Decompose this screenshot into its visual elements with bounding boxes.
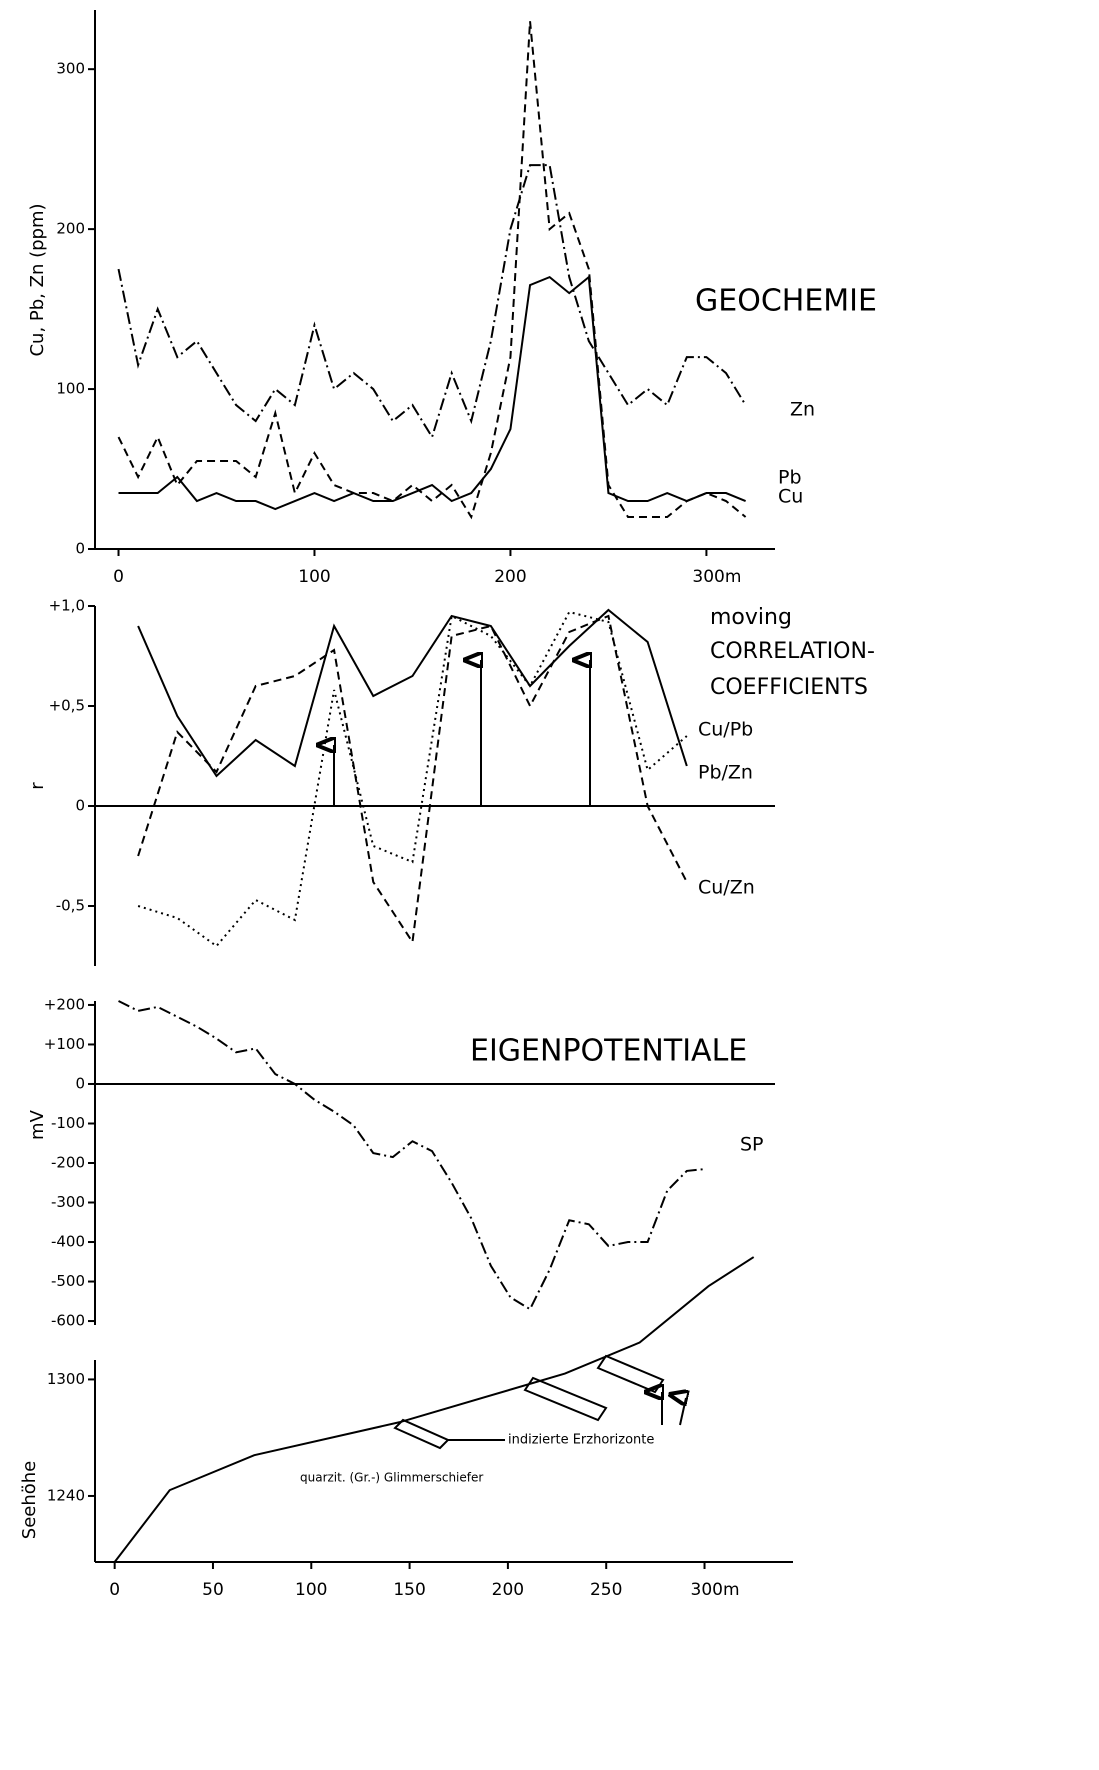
series-label: Pb/Zn [698, 762, 753, 784]
chart-title: GEOCHEMIE [695, 284, 877, 319]
series-label: SP [740, 1134, 764, 1156]
x-tick-label: 300m [692, 567, 741, 587]
series-label: Zn [790, 399, 815, 421]
data-line [117, 21, 747, 520]
y-tick-label: 0 [75, 540, 85, 558]
data-line [137, 608, 688, 778]
data-line [137, 614, 688, 945]
y-tick-label: -100 [51, 1114, 85, 1132]
y-tick-label: 100 [56, 380, 85, 398]
y-tick-label: +0,5 [49, 697, 85, 715]
x-tick-label: 200 [492, 1580, 524, 1600]
x-tick-label: 0 [113, 567, 124, 587]
y-axis-label: Cu, Pb, Zn (ppm) [27, 203, 48, 356]
chart-title: CORRELATION- [710, 639, 875, 664]
y-tick-label: -300 [51, 1193, 85, 1211]
x-tick-label: 100 [295, 1580, 327, 1600]
y-tick-label: 200 [56, 220, 85, 238]
y-tick-label: 0 [75, 1074, 85, 1092]
y-tick-label: 1240 [47, 1486, 85, 1504]
chart-title: EIGENPOTENTIALE [470, 1034, 747, 1069]
series-label: Pb [778, 467, 802, 489]
series-label: Cu/Zn [698, 877, 755, 899]
x-tick-label: 300m [691, 1580, 740, 1600]
series-label: Cu [778, 486, 803, 508]
x-tick-label: 100 [298, 567, 330, 587]
x-tick-label: 0 [109, 1580, 120, 1600]
data-line [117, 164, 747, 440]
data-line [137, 610, 688, 948]
chart-title: COEFFICIENTS [710, 675, 868, 700]
data-line [118, 275, 746, 511]
series-label: Cu/Pb [698, 719, 753, 741]
y-tick-label: +100 [44, 1035, 85, 1053]
y-axis-label: mV [27, 1109, 48, 1140]
y-tick-label: 300 [56, 60, 85, 78]
y-tick-label: +1,0 [49, 597, 85, 615]
annotation: indizierte Erzhorizonte [508, 1433, 654, 1448]
y-axis-label: Seehöhe [19, 1461, 40, 1539]
y-tick-label: -400 [51, 1233, 85, 1251]
y-tick-label: 0 [75, 797, 85, 815]
data-line [113, 1256, 755, 1563]
x-tick-label: 150 [393, 1580, 425, 1600]
x-tick-label: 250 [590, 1580, 622, 1600]
y-tick-label: +200 [44, 995, 85, 1013]
annotation: quarzit. (Gr.-) Glimmerschiefer [300, 1471, 483, 1485]
y-tick-label: -0,5 [56, 897, 85, 915]
y-tick-label: 1300 [47, 1370, 85, 1388]
chart-title: moving [710, 605, 792, 630]
y-axis-label: r [27, 782, 48, 790]
y-tick-label: -600 [51, 1312, 85, 1330]
x-tick-label: 200 [494, 567, 526, 587]
data-line [118, 1000, 707, 1311]
y-tick-label: -500 [51, 1272, 85, 1290]
arrows [334, 660, 686, 1450]
x-tick-label: 50 [202, 1580, 224, 1600]
y-tick-label: -200 [51, 1154, 85, 1172]
